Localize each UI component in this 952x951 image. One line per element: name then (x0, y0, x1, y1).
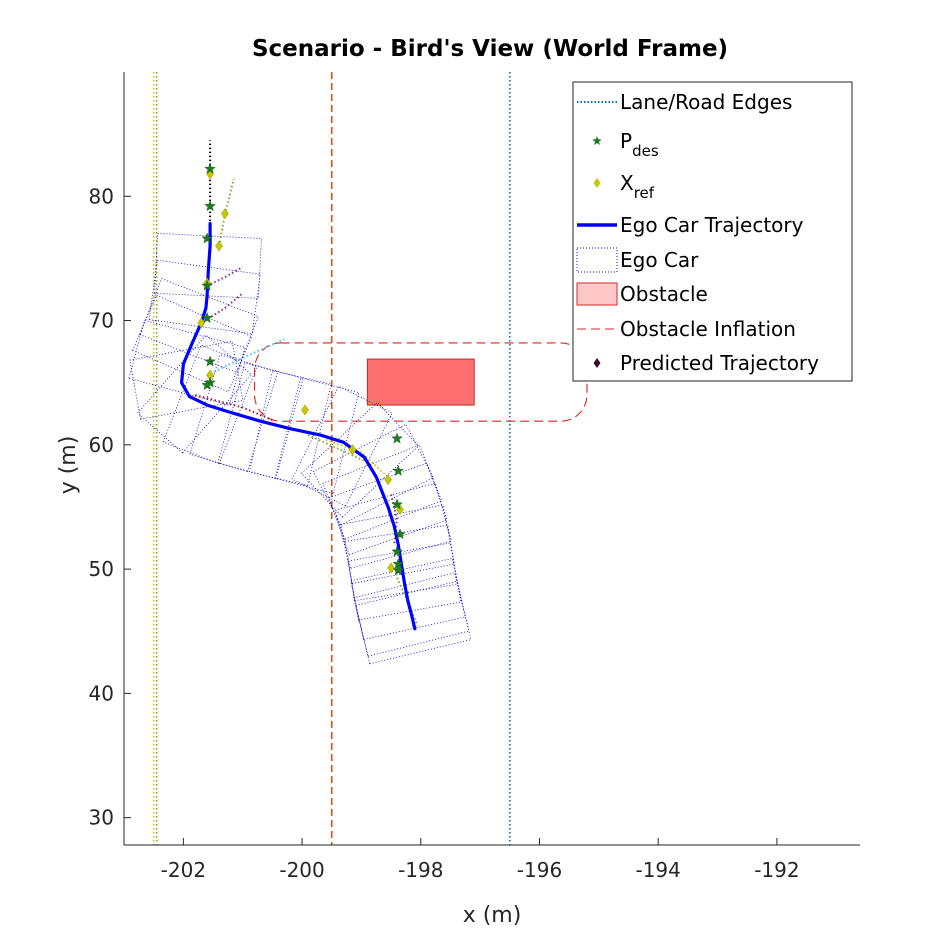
ego-car-footprint-17 (334, 482, 452, 569)
legend-item-6: Obstacle Inflation (577, 317, 796, 341)
legend-item-5: Obstacle (576, 282, 708, 306)
y-tick-label-4: 70 (89, 309, 114, 333)
ego-car-footprint-15 (322, 444, 443, 540)
p-des-point-1 (204, 200, 216, 212)
p-des-point-10 (391, 498, 403, 510)
ego-car-footprint-12 (291, 385, 393, 507)
x-ref-point-4 (197, 317, 206, 329)
ego-car-footprint-23 (355, 580, 472, 665)
predicted-trajectory-4 (194, 394, 273, 421)
p-des-point-11 (394, 528, 406, 540)
p-des-point-12 (391, 545, 403, 557)
legend-item-0: Lane/Road Edges (577, 90, 792, 114)
x-axis-label: x (m) (463, 903, 522, 928)
ego-car-footprint-9 (217, 362, 304, 480)
p-des-point-8 (391, 432, 403, 444)
x-ref-point-10 (387, 562, 395, 574)
legend-swatch-predicted (593, 358, 601, 368)
ego-car-footprint-11 (274, 377, 360, 494)
p-des-point-4 (201, 312, 213, 323)
ego-car-footprint-18 (340, 504, 455, 584)
legend-item-3: Ego Car Trajectory (577, 213, 804, 237)
x-tick-label-2: -198 (398, 858, 443, 882)
p-des-point-14 (392, 564, 405, 576)
legend-subscript-1: des (632, 142, 659, 160)
x-tick-label-1: -200 (279, 858, 324, 882)
legend-label-0: Lane/Road Edges (620, 90, 792, 114)
legend-label-7: Predicted Trajectory (620, 351, 819, 375)
legend-label-6: Obstacle Inflation (620, 317, 796, 341)
x-ref-point-1 (221, 208, 229, 220)
legend-label-3: Ego Car Trajectory (620, 213, 804, 237)
predicted-trajectory-6 (325, 438, 386, 476)
ego-car-footprint-7 (162, 344, 258, 465)
x-ref-point-8 (384, 474, 392, 486)
x-tick-label-3: -196 (517, 858, 562, 882)
ego-car-footprint-6 (136, 334, 252, 454)
predicted-trajectory-2 (206, 338, 285, 377)
y-tick-label-2: 50 (89, 557, 114, 581)
ego-car-footprint-13 (300, 401, 419, 518)
y-tick-label-1: 40 (89, 681, 114, 705)
p-des-point-5 (204, 355, 216, 367)
ego-car-footprint-8 (189, 354, 279, 473)
legend-swatch-obstacle (576, 282, 618, 306)
y-axis-label: y (m) (56, 436, 81, 495)
ego-car-footprint-14 (312, 423, 434, 526)
legend-item-7: Predicted Trajectory (593, 351, 819, 375)
p-des-point-9 (392, 464, 405, 476)
p-des-point-2 (201, 232, 213, 244)
legend-item-4: Ego Car (576, 247, 699, 273)
legend-swatch-xref (593, 178, 601, 188)
ego-car-footprint-22 (353, 572, 470, 657)
predicted-trajectory-0 (206, 266, 244, 287)
obstacle-rect (366, 358, 475, 406)
legend-label-4: Ego Car (620, 248, 699, 272)
x-ref-point-7 (348, 444, 357, 456)
p-des-point-0 (204, 162, 216, 174)
legend-label-5: Obstacle (620, 282, 708, 306)
chart-title: Scenario - Bird's View (World Frame) (252, 36, 728, 62)
ego-car-footprint-10 (248, 370, 332, 486)
p-des-point-3 (201, 279, 213, 291)
x-ref-point-6 (301, 404, 309, 416)
legend-box (572, 81, 853, 382)
x-tick-label-4: -194 (635, 858, 680, 882)
y-tick-label-0: 30 (89, 806, 114, 830)
x-tick-label-5: -192 (754, 858, 799, 882)
predicted-trajectory-5 (307, 433, 368, 464)
legend-subscript-2: ref (634, 184, 655, 202)
y-tick-label-3: 60 (89, 433, 114, 457)
ego-car-footprint-0 (154, 232, 262, 299)
legend-swatch-ego-car (576, 247, 618, 273)
predicted-trajectory-1 (218, 178, 235, 247)
ego-trajectory-line (180, 222, 417, 631)
ego-car-footprint-1 (148, 259, 261, 335)
obstacle-inflation (254, 342, 588, 422)
ego-car-footprint-16 (328, 462, 448, 556)
x-tick-label-0: -202 (161, 858, 206, 882)
x-ref-point-2 (215, 240, 223, 252)
p-des-point-7 (201, 379, 213, 391)
y-tick-label-5: 80 (89, 184, 114, 208)
legend-swatch-pdes (592, 136, 602, 145)
ego-car-footprint-21 (350, 557, 466, 640)
ego-car-footprint-20 (347, 542, 462, 621)
ego-car-footprint-3 (132, 294, 253, 393)
ego-car-footprint-2 (139, 278, 259, 373)
